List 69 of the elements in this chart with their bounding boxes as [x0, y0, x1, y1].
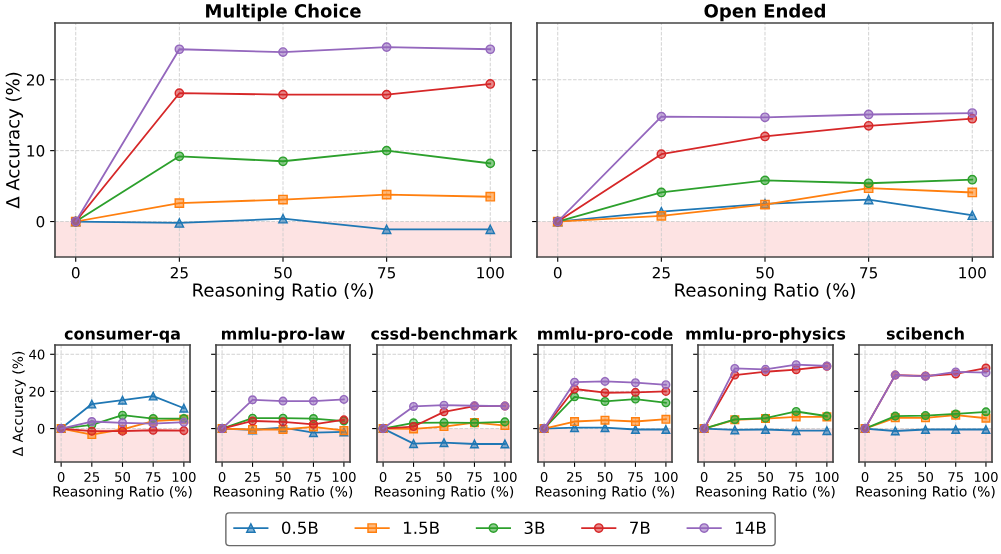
x-tick-label: 75: [306, 472, 321, 482]
chart-title: mmlu-pro-code: [538, 327, 673, 343]
x-axis-title: Reasoning Ratio (%): [53, 485, 192, 500]
chart-title: cssd-benchmark: [371, 327, 518, 340]
x-tick-label: 100: [172, 471, 196, 482]
x-tick-label: 50: [115, 471, 131, 482]
x-tick-label: 50: [918, 471, 934, 482]
x-tick-label: 50: [756, 266, 774, 279]
y-tick-label: 10: [27, 145, 45, 157]
x-tick-label: 25: [727, 471, 743, 482]
x-tick-label: 25: [567, 471, 582, 482]
x-tick-label: 100: [477, 266, 504, 279]
x-tick-label: 25: [652, 266, 670, 279]
legend-label: 1.5B: [403, 521, 439, 535]
x-tick-label: 50: [274, 266, 292, 279]
y-axis-title: Δ Accuracy (%): [12, 351, 26, 457]
x-tick-label: 25: [170, 266, 188, 279]
x-tick-label: 100: [654, 471, 678, 482]
x-tick-label: 0: [71, 266, 80, 279]
y-tick-label: 0: [36, 216, 45, 228]
x-tick-label: 75: [948, 472, 963, 482]
chart-title: consumer-qa: [64, 330, 180, 343]
y-tick-label: 20: [29, 386, 45, 397]
x-tick-label: 100: [974, 471, 998, 482]
x-axis-title: Reasoning Ratio (%): [536, 485, 675, 500]
x-tick-label: 75: [145, 472, 161, 482]
x-tick-label: 75: [860, 267, 878, 279]
x-tick-label: 75: [467, 472, 482, 482]
chart-title: mmlu-pro-law: [221, 327, 345, 343]
x-tick-label: 0: [540, 471, 548, 482]
legend-label: 0.5B: [281, 521, 318, 535]
x-tick-label: 0: [218, 471, 226, 482]
y-tick-label: 0: [37, 423, 45, 434]
x-tick-label: 100: [332, 471, 356, 482]
x-axis-title: Reasoning Ratio (%): [696, 485, 835, 500]
x-tick-label: 0: [700, 471, 708, 482]
x-axis-title: Reasoning Ratio (%): [375, 485, 514, 500]
legend-label: 14B: [735, 521, 766, 534]
y-axis-title: Δ Accuracy (%): [5, 72, 24, 209]
chart-title: scibench: [886, 327, 964, 340]
x-tick-label: 25: [887, 471, 903, 482]
x-tick-label: 50: [597, 471, 613, 482]
x-tick-label: 0: [553, 266, 562, 279]
x-tick-label: 25: [84, 471, 100, 482]
x-tick-label: 50: [758, 471, 774, 482]
x-axis-title: Reasoning Ratio (%): [856, 485, 995, 500]
x-tick-label: 25: [245, 471, 260, 482]
chart-title: Multiple Choice: [206, 3, 361, 22]
x-tick-label: 25: [406, 471, 421, 482]
x-tick-label: 0: [379, 471, 387, 482]
x-axis-title: Reasoning Ratio (%): [214, 485, 353, 500]
x-tick-label: 50: [275, 471, 291, 482]
x-axis-title: Reasoning Ratio (%): [193, 282, 373, 301]
x-tick-label: 100: [493, 471, 517, 482]
chart-title: Open Ended: [704, 3, 825, 22]
x-tick-label: 100: [959, 266, 986, 279]
x-tick-label: 50: [436, 471, 452, 482]
legend-label: 7B: [630, 521, 650, 534]
y-tick-label: 20: [26, 74, 45, 86]
x-tick-label: 0: [861, 471, 869, 482]
x-tick-label: 75: [788, 472, 804, 482]
chart-title: mmlu-pro-physics: [686, 327, 846, 343]
x-axis-title: Reasoning Ratio (%): [675, 282, 855, 301]
x-tick-label: 75: [378, 267, 396, 279]
x-tick-label: 75: [628, 472, 643, 482]
legend-label: 3B: [524, 521, 545, 535]
x-tick-label: 0: [57, 471, 65, 482]
y-tick-label: 40: [29, 349, 45, 360]
x-tick-label: 100: [815, 471, 839, 482]
